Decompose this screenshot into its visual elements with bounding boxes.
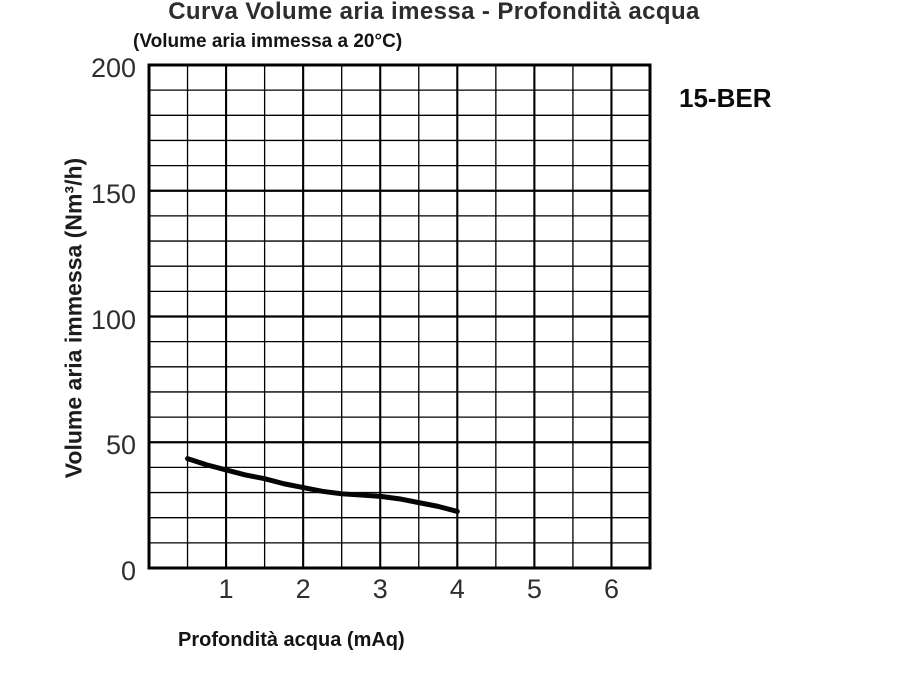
plot-border: [147, 63, 652, 570]
chart-subtitle: (Volume aria immessa a 20°C): [133, 31, 403, 52]
y-axis-label: Volume aria immessa (Nm³/h): [60, 157, 87, 479]
chart-title: Curva Volume aria imessa - Profondità ac…: [168, 0, 700, 25]
data-curve: [185, 456, 460, 514]
x-axis-label: Profondità acqua (mAq): [178, 629, 405, 651]
model-label: 15-BER: [679, 83, 772, 113]
